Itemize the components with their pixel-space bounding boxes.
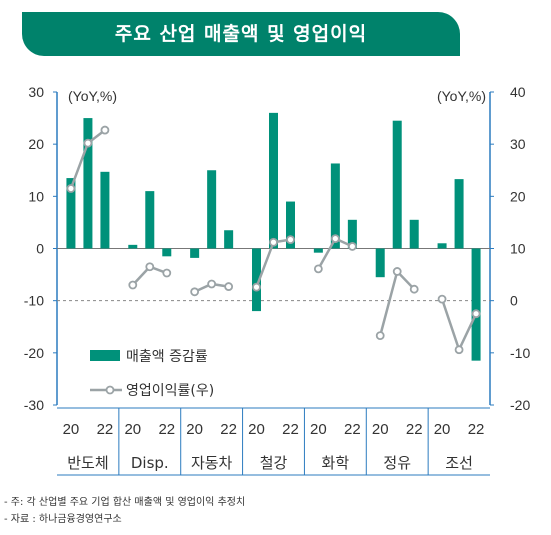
year-label: 20	[310, 421, 327, 438]
category-label: 화학	[322, 454, 350, 472]
right-tick-label: 20	[510, 188, 526, 204]
right-tick-label: -10	[510, 345, 530, 361]
operating-margin-point	[286, 235, 295, 245]
operating-margin-point	[190, 287, 200, 297]
note-source-basis: - 주: 각 산업별 주요 기업 합산 매출액 및 영업이익 추정치	[4, 497, 246, 508]
right-tick-label: 40	[510, 84, 526, 100]
right-axis-unit: (YoY,%)	[437, 88, 486, 104]
operating-margin-point	[83, 138, 93, 148]
sales-growth-bar	[190, 248, 200, 258]
year-label: 22	[220, 421, 237, 438]
sales-growth-bar	[313, 248, 323, 253]
sales-growth-bar	[437, 243, 447, 249]
chart-title: 주요 산업 매출액 및 영업이익	[114, 23, 368, 45]
year-label: 20	[124, 421, 141, 438]
operating-margin-point	[269, 237, 278, 247]
year-label: 20	[248, 421, 265, 438]
sales-growth-bar	[224, 230, 234, 249]
legend-label-bar: 매출액 증감률	[126, 349, 208, 365]
category-label: 정유	[383, 454, 411, 472]
right-tick-label: 30	[510, 136, 526, 152]
operating-margin-point	[392, 267, 402, 276]
sales-growth-bar	[100, 171, 110, 249]
right-tick-label: 10	[510, 241, 526, 257]
sales-growth-bar	[409, 219, 419, 249]
category-label: 철강	[260, 454, 288, 472]
left-axis-unit: (YoY,%)	[68, 88, 117, 104]
sales-growth-bar	[392, 120, 402, 249]
title-banner: 주요 산업 매출액 및 영업이익	[22, 12, 460, 56]
operating-margin-line	[440, 298, 478, 354]
right-tick-label: -20	[510, 397, 530, 413]
sales-growth-bar	[252, 248, 261, 312]
operating-margin-point	[437, 294, 447, 304]
sales-growth-bar	[471, 248, 481, 361]
year-label: 22	[468, 421, 485, 438]
sales-growth-bar	[207, 170, 217, 249]
left-tick-label: 30	[28, 84, 44, 100]
year-label: 22	[97, 421, 114, 438]
year-label: 22	[158, 421, 175, 438]
year-label: 22	[406, 421, 423, 438]
legend-swatch-bar	[90, 350, 120, 361]
left-tick-label: -10	[24, 293, 44, 309]
legend-label-line: 영업이익률(우)	[126, 383, 214, 399]
left-tick-label: -30	[24, 397, 44, 413]
year-label: 20	[63, 421, 80, 438]
operating-margin-point	[375, 331, 385, 341]
operating-margin-point	[409, 284, 419, 294]
sales-growth-bar	[66, 178, 76, 249]
sales-growth-bar	[330, 163, 340, 249]
year-label: 20	[186, 421, 203, 438]
operating-margin-point	[347, 242, 357, 251]
operating-margin-point	[252, 282, 261, 292]
left-tick-label: 10	[28, 188, 44, 204]
year-label: 20	[434, 421, 451, 438]
category-label: Disp.	[131, 454, 169, 472]
sales-growth-bar	[347, 219, 357, 249]
category-label: 조선	[445, 454, 473, 472]
sales-growth-bar	[454, 179, 464, 249]
operating-margin-point	[162, 268, 172, 278]
sales-growth-bar	[269, 112, 278, 249]
left-tick-label: 20	[28, 136, 44, 152]
sales-growth-bar	[83, 118, 93, 249]
sales-growth-bar	[375, 248, 385, 278]
sales-growth-bar	[162, 248, 172, 257]
operating-margin-point	[330, 234, 340, 243]
right-tick-label: 0	[510, 293, 518, 309]
sales-growth-bar	[145, 191, 155, 249]
operating-margin-point	[224, 282, 234, 291]
category-label: 자동차	[191, 454, 233, 472]
operating-margin-point	[66, 184, 76, 193]
left-tick-label: 0	[36, 241, 44, 257]
operating-margin-point	[454, 345, 464, 355]
year-label: 20	[372, 421, 389, 438]
operating-margin-point	[128, 280, 138, 290]
sales-growth-bar	[128, 244, 138, 249]
operating-margin-line	[379, 268, 416, 336]
operating-margin-point	[207, 279, 217, 289]
note-data-source: - 자료 : 하나금융경영연구소	[4, 514, 122, 525]
sales-growth-bar	[286, 201, 295, 249]
left-tick-label: -20	[24, 345, 44, 361]
operating-margin-point	[313, 264, 323, 274]
operating-margin-point	[145, 262, 155, 272]
year-label: 22	[344, 421, 361, 438]
legend-swatch-marker	[105, 385, 115, 395]
year-label: 22	[282, 421, 299, 438]
operating-margin-point	[471, 309, 481, 319]
category-label: 반도체	[67, 454, 108, 472]
operating-margin-point	[100, 125, 110, 135]
